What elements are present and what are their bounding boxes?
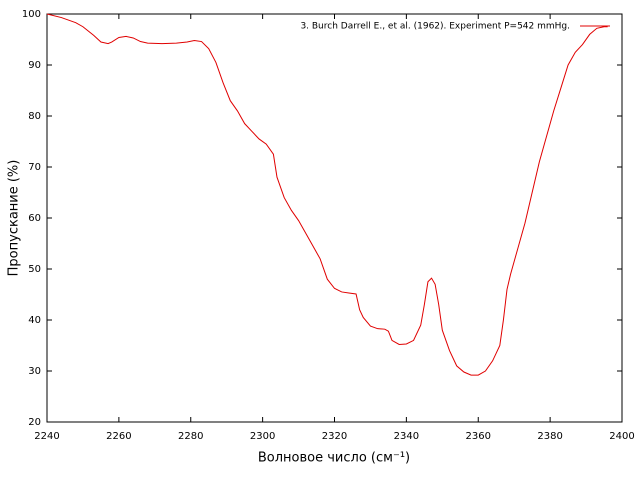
y-tick-label: 50 (28, 264, 41, 275)
y-tick-label: 70 (28, 162, 41, 173)
y-tick-label: 60 (28, 213, 41, 224)
x-tick-label: 2300 (250, 431, 275, 442)
y-tick-label: 40 (28, 315, 41, 326)
x-axis-label: Волновое число (см⁻¹) (258, 451, 410, 466)
y-axis-label: Пропускание (%) (7, 160, 22, 277)
plot-frame (46, 13, 623, 423)
y-tick-label: 100 (22, 9, 41, 20)
x-tick-label: 2320 (322, 431, 347, 442)
y-tick-label: 80 (28, 111, 41, 122)
x-tick-label: 2340 (394, 431, 419, 442)
x-tick-label: 2280 (178, 431, 203, 442)
x-tick-label: 2400 (609, 431, 634, 442)
y-tick-label: 20 (28, 417, 41, 428)
x-tick-label: 2360 (466, 431, 491, 442)
x-tick-label: 2260 (106, 431, 131, 442)
y-tick-label: 90 (28, 60, 41, 71)
y-tick-label: 30 (28, 366, 41, 377)
x-tick-label: 2240 (34, 431, 59, 442)
legend-label: 3. Burch Darrell E., et al. (1962). Expe… (300, 22, 570, 32)
data-line (46, 13, 608, 376)
x-tick-label: 2380 (537, 431, 562, 442)
